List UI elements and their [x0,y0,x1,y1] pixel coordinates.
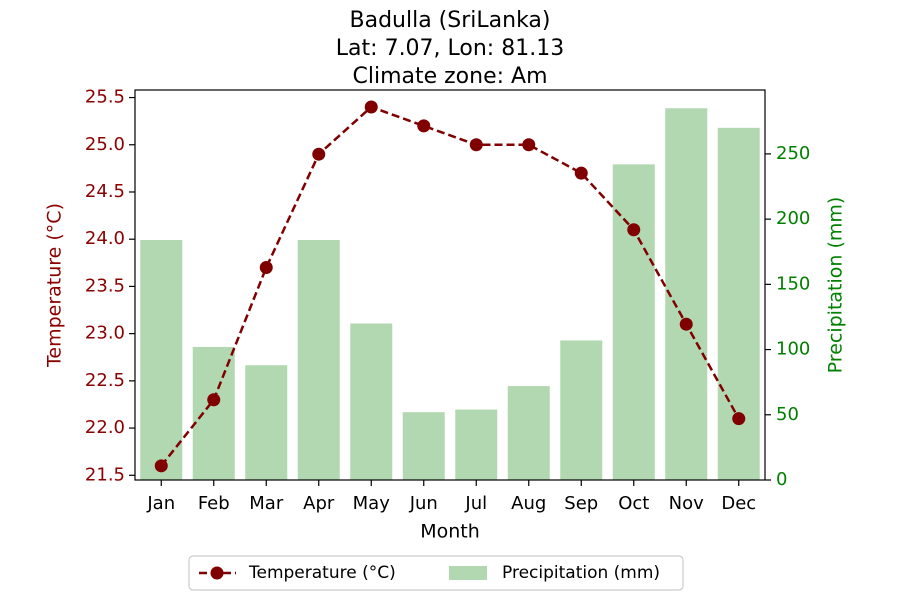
right-y-axis: 0 50 100 150 200 250 [765,143,810,490]
x-tick-label: Nov [669,493,704,514]
temperature-line [160,105,740,467]
chart-title-line: Badulla (SriLanka) [350,8,551,33]
left-y-tick-label: 24.5 [85,181,125,202]
temperature-point [522,138,536,152]
x-tick-label: Apr [303,493,335,514]
plot-frame [134,89,766,481]
x-tick-label: May [353,493,391,514]
left-y-tick-label: 25.0 [85,134,125,155]
precipitation-bar [402,412,445,480]
precipitation-bar [560,340,603,480]
left-y-axis: 21.5 22.0 22.5 23.0 23.5 24.0 24.5 25.0 25.5 [85,87,135,485]
legend: Temperature (°C) Precipitation (mm) [188,555,684,591]
legend-temperature-label: Temperature (°C) [248,563,396,583]
legend-temperature-marker [210,566,224,580]
precipitation-bar [140,240,183,480]
right-y-tick-label: 0 [776,469,787,490]
precipitation-bar [297,240,340,480]
x-tick-label: Jun [409,493,438,514]
temperature-point [574,166,588,180]
x-axis: Jan Feb Mar Apr May Jun Jul Aug Sep Oct Nov Dec [146,480,756,514]
temperature-point [732,412,746,426]
left-y-tick-label: 24.0 [85,228,125,249]
right-y-tick-label: 150 [776,273,810,294]
left-y-axis-label: Temperature (°C) [44,203,66,368]
temperature-point [207,393,221,407]
legend-precipitation-swatch [449,566,487,580]
x-tick-label: Sep [564,493,598,514]
temperature-point [627,223,641,237]
temperature-point [259,261,273,275]
temperature-point [364,100,378,114]
x-tick-label: Dec [721,493,756,514]
precipitation-bar [717,127,760,481]
precipitation-bar [350,323,393,480]
left-y-tick-label: 22.5 [85,370,125,391]
temperature-line-group [154,100,746,473]
temperature-point [469,138,483,152]
precipitation-bars [140,108,760,481]
chart-title-line: Climate zone: Am [352,64,547,89]
chart-title-line: Lat: 7.07, Lon: 81.13 [336,36,564,61]
left-y-tick-label: 21.5 [85,464,125,485]
x-tick-label: Aug [511,493,546,514]
left-y-tick-label: 22.0 [85,417,125,438]
x-tick-label: Jan [146,493,175,514]
x-tick-label: Feb [198,493,230,514]
temperature-point [417,119,431,133]
temperature-point [679,317,693,331]
precipitation-bar [455,409,498,480]
precipitation-bar [245,365,288,480]
x-tick-label: Mar [249,493,284,514]
precipitation-bar [507,386,550,480]
x-axis-label: Month [420,521,480,543]
chart-title: Badulla (SriLanka) Lat: 7.07, Lon: 81.13 C… [336,8,564,89]
legend-precipitation-label: Precipitation (mm) [502,563,660,583]
legend-box [188,555,684,591]
left-y-tick-label: 23.5 [85,275,125,296]
right-y-tick-label: 250 [776,143,810,164]
right-y-tick-label: 50 [776,404,799,425]
precipitation-bar [192,346,235,480]
right-y-axis-label: Precipitation (mm) [825,197,847,374]
left-y-tick-label: 23.0 [85,323,125,344]
precipitation-bar [612,164,655,480]
left-y-tick-label: 25.5 [85,87,125,108]
temperature-point [154,459,168,473]
precipitation-bar [665,108,708,481]
right-y-tick-label: 100 [776,339,810,360]
temperature-point [312,147,326,161]
x-tick-label: Jul [464,493,487,514]
x-tick-label: Oct [618,493,649,514]
right-y-tick-label: 200 [776,208,810,229]
